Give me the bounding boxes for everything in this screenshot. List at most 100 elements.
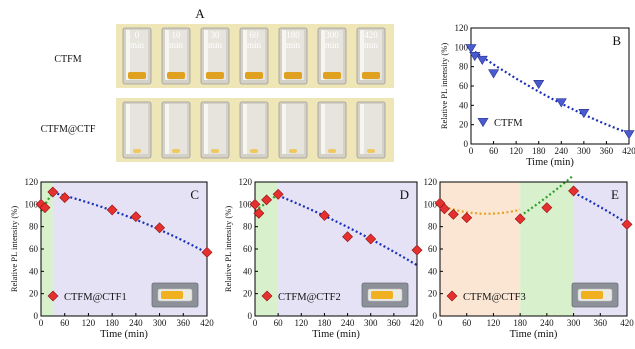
x-axis-label: Time (min) [510, 329, 558, 340]
data-point [514, 213, 526, 225]
data-point [272, 188, 284, 200]
panel-letter: C [190, 187, 199, 202]
vial-glass [321, 104, 343, 154]
y-tick-label: 20 [29, 289, 39, 299]
data-point [488, 69, 500, 79]
vial-time-value: 300 [325, 30, 339, 40]
legend-marker [47, 290, 59, 302]
vial-deposit [133, 149, 141, 153]
y-tick-label: 40 [428, 266, 438, 276]
data-point [130, 211, 142, 223]
vial-highlight [204, 30, 208, 80]
x-tick-label: 420 [622, 146, 635, 156]
data-point [47, 186, 59, 198]
y-tick-label: 80 [459, 62, 469, 72]
vial-highlight [321, 30, 325, 80]
vial-highlight [282, 104, 286, 154]
vial-deposit [211, 149, 219, 153]
vial-time-value: 180 [286, 30, 300, 40]
vial-deposit [250, 149, 258, 153]
y-tick-label: 100 [239, 199, 253, 209]
vial-glass [360, 104, 382, 154]
vial-time-unit: min [325, 40, 340, 50]
x-tick-label: 0 [39, 318, 44, 328]
vial-time-value: 420 [364, 30, 378, 40]
vial-deposit [323, 72, 341, 79]
y-tick-label: 80 [243, 222, 253, 232]
vial-deposit [284, 72, 302, 79]
chart-e-ctfm-ctf3: 0 60 120 180 240 300 360 420 0 20 40 60 80 100 120 Time… [408, 168, 635, 344]
y-axis-label: Relative PL intensity (%) [223, 206, 233, 292]
x-axis-label: Time (min) [526, 157, 574, 168]
vial-time-unit: min [286, 40, 301, 50]
vial [239, 101, 269, 159]
inset-vial-deposit [161, 291, 183, 299]
chart-b-svg: 0 60 120 180 240 300 360 420020406080100120Time… [439, 23, 635, 168]
data-point [201, 246, 213, 258]
x-tick-label: 180 [318, 318, 332, 328]
vial-highlight [360, 30, 364, 80]
vial-glass [243, 30, 265, 80]
data-point [533, 80, 545, 90]
vial-glass [165, 30, 187, 80]
inset-vial-deposit [371, 291, 393, 299]
x-tick-label: 240 [555, 146, 569, 156]
row-label: CTFM@CTF [41, 124, 96, 135]
vial-time-unit: min [169, 40, 184, 50]
vial-deposit [367, 149, 375, 153]
y-tick-label: 60 [428, 244, 438, 254]
vial [200, 101, 230, 159]
vial-glass [243, 104, 265, 154]
vial-highlight [126, 30, 130, 80]
vial-time-value: 0 [135, 30, 140, 40]
x-tick-label: 180 [513, 318, 527, 328]
y-tick-label: 60 [243, 244, 253, 254]
row-label: CTFM [54, 54, 81, 65]
vial [356, 101, 386, 159]
vial-glass [165, 104, 187, 154]
y-tick-label: 60 [459, 81, 469, 91]
chart-c-svg: 0 60 120 180 240 300 360 420 0 20 40 60 80 100 120 Time… [9, 177, 214, 340]
y-tick-label: 120 [239, 177, 253, 187]
x-tick-label: 240 [129, 318, 143, 328]
vial-highlight [360, 104, 364, 154]
vial-deposit [167, 72, 185, 79]
panel-a-vial-photographs: A CTFM 0 min 10 min 30 min 60 min 180 min 300 min 420 m… [0, 0, 440, 168]
legend-label: CTFM [494, 118, 523, 129]
legend-marker [446, 290, 458, 302]
y-axis-label: Relative PL intensity (%) [9, 206, 19, 292]
inset-vial-deposit [581, 291, 603, 299]
x-tick-label: 360 [600, 146, 614, 156]
x-tick-label: 420 [410, 318, 424, 328]
vial-time-unit: min [130, 40, 145, 50]
y-tick-label: 120 [25, 177, 39, 187]
vial-highlight [321, 104, 325, 154]
chart-e-svg: 0 60 120 180 240 300 360 420 0 20 40 60 80 100 120 Time… [408, 174, 634, 340]
y-tick-label: 80 [428, 222, 438, 232]
y-tick-label: 20 [428, 289, 438, 299]
vial-deposit [128, 72, 146, 79]
data-point [319, 210, 330, 221]
vial-time-unit: min [208, 40, 223, 50]
x-tick-label: 240 [341, 318, 355, 328]
x-tick-label: 120 [509, 146, 523, 156]
data-point [154, 222, 165, 234]
region-band [520, 182, 574, 316]
vial [278, 101, 308, 159]
data-point [621, 219, 633, 230]
x-tick-label: 300 [577, 146, 591, 156]
vial-highlight [126, 104, 130, 154]
data-point [59, 192, 71, 204]
panel-letter: D [400, 187, 409, 202]
data-point [261, 194, 272, 206]
vial [122, 101, 152, 159]
data-point [623, 130, 635, 140]
x-tick-label: 120 [295, 318, 309, 328]
vial-deposit [172, 149, 180, 153]
legend-label: CTFM@CTF2 [278, 292, 341, 303]
vial-highlight [165, 104, 169, 154]
